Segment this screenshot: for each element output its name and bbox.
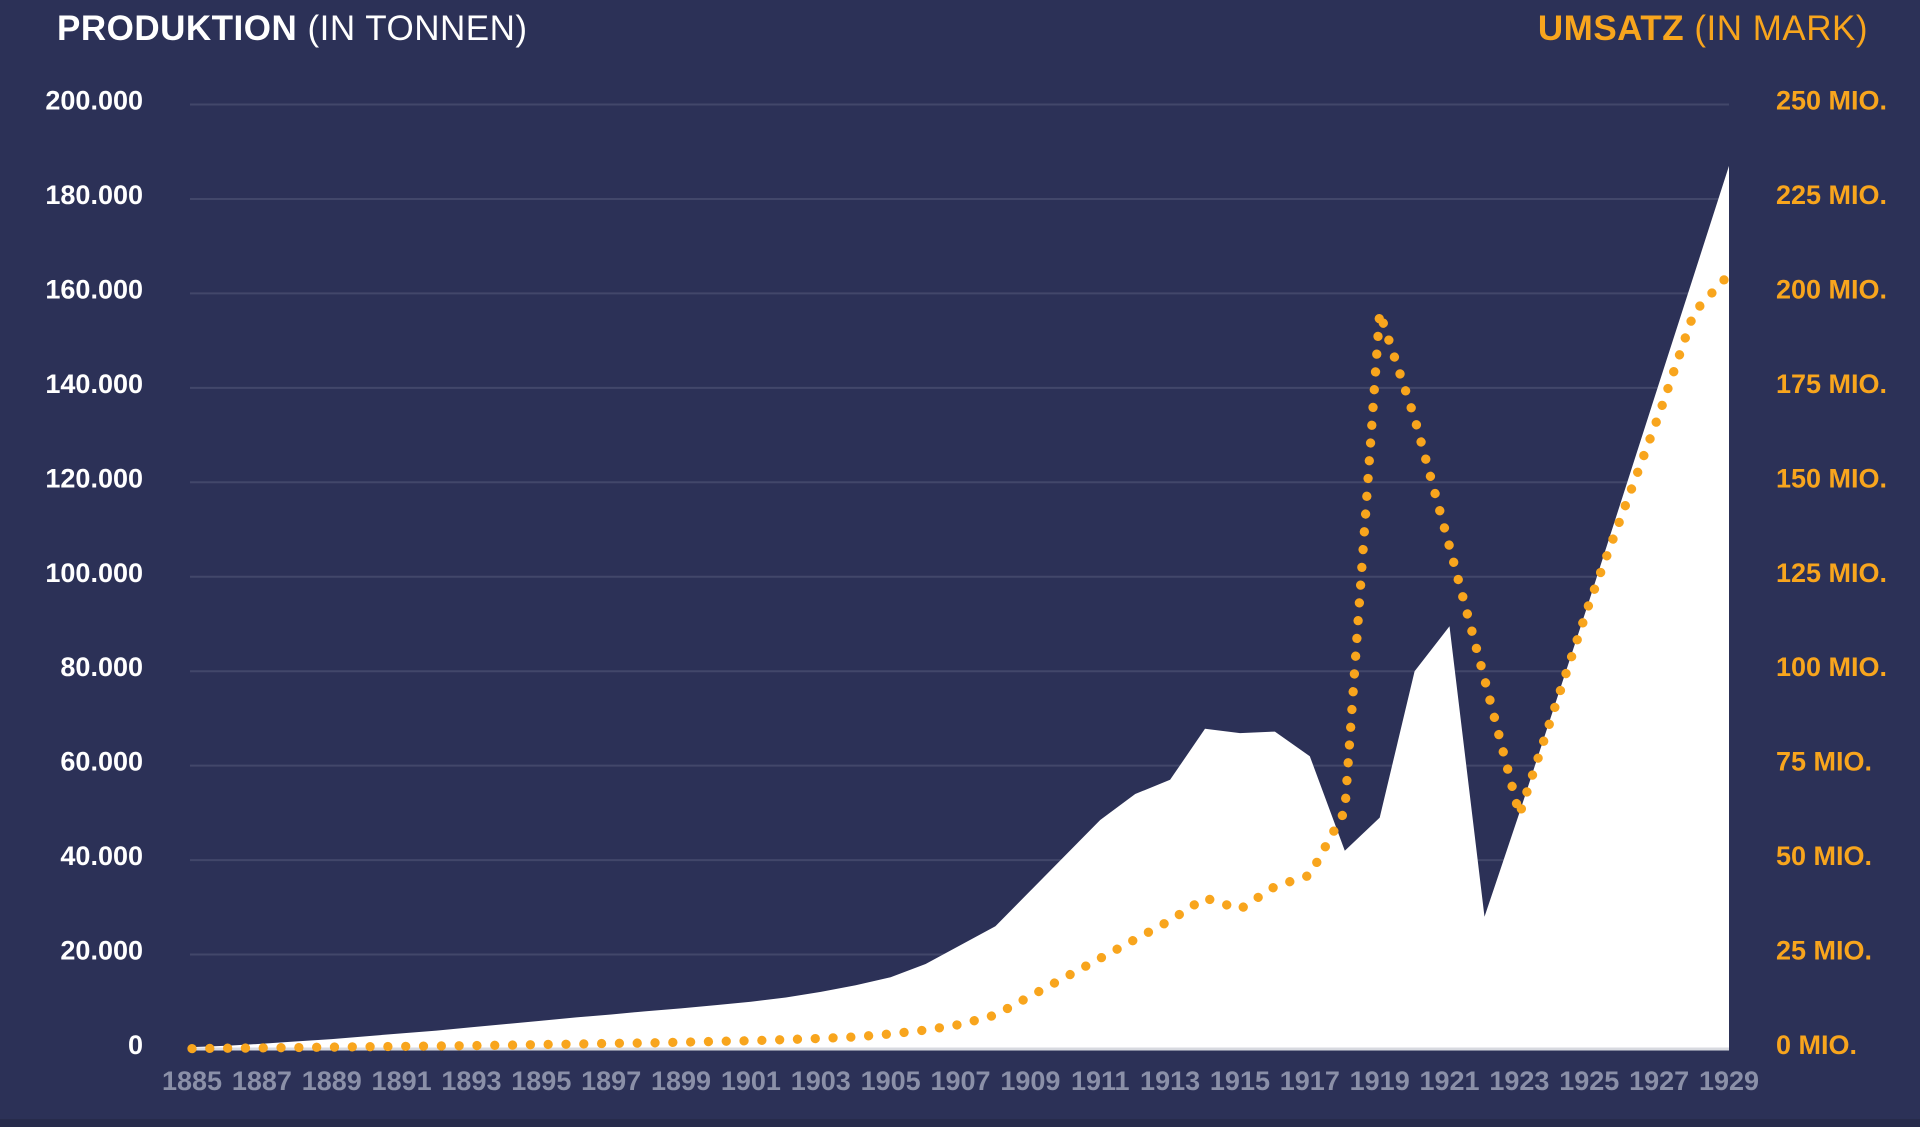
x-axis-year-label: 1889 <box>302 1066 362 1096</box>
revenue-dotted-series <box>187 269 1734 1054</box>
right-axis-title: UMSATZ (IN MARK) <box>1537 9 1868 49</box>
left-axis-title-name: PRODUKTION <box>57 9 298 48</box>
right-axis-tick-label: 200 MIO. <box>1776 274 1887 304</box>
x-axis-year-label: 1915 <box>1210 1066 1270 1096</box>
right-axis-tick-label: 0 MIO. <box>1776 1030 1857 1060</box>
x-axis-year-label: 1903 <box>791 1066 851 1096</box>
x-axis-year-label: 1887 <box>232 1066 292 1096</box>
right-axis-tick-label: 100 MIO. <box>1776 652 1887 682</box>
right-axis-tick-label: 175 MIO. <box>1776 369 1887 399</box>
right-axis-tick-label: 250 MIO. <box>1776 86 1887 116</box>
right-axis-tick-label: 50 MIO. <box>1776 841 1872 871</box>
x-axis-year-label: 1921 <box>1420 1066 1480 1096</box>
right-axis-tick-label: 25 MIO. <box>1776 936 1872 966</box>
production-area-series <box>192 165 1729 1049</box>
footer-band <box>0 1119 1920 1127</box>
left-axis-tick-label: 40.000 <box>60 841 143 871</box>
x-axis-year-label: 1905 <box>861 1066 921 1096</box>
x-axis-year-label: 1929 <box>1699 1066 1759 1096</box>
x-axis-year-label: 1919 <box>1350 1066 1410 1096</box>
right-axis-tick-label: 125 MIO. <box>1776 558 1887 588</box>
left-axis-tick-label: 20.000 <box>60 936 143 966</box>
right-axis-tick-label: 150 MIO. <box>1776 463 1887 493</box>
left-axis-tick-label: 160.000 <box>45 274 143 304</box>
right-axis-tick-label: 225 MIO. <box>1776 180 1887 210</box>
x-axis-year-label: 1909 <box>1000 1066 1060 1096</box>
x-axis-year-label: 1885 <box>162 1066 222 1096</box>
x-axis-year-label: 1913 <box>1140 1066 1200 1096</box>
x-axis-year-label: 1911 <box>1071 1066 1130 1096</box>
x-axis-year-label: 1895 <box>511 1066 571 1096</box>
right-axis-tick-label: 75 MIO. <box>1776 747 1872 777</box>
x-axis-year-label: 1923 <box>1489 1066 1549 1096</box>
left-axis-tick-label: 80.000 <box>60 652 143 682</box>
left-axis-tick-label: 200.000 <box>45 86 143 116</box>
left-axis-tick-label: 180.000 <box>45 180 143 210</box>
left-axis-tick-label: 0 <box>128 1030 143 1060</box>
x-axis-year-label: 1917 <box>1280 1066 1340 1096</box>
x-axis-year-label: 1893 <box>441 1066 501 1096</box>
x-axis-year-label: 1901 <box>721 1066 781 1096</box>
x-axis-year-label: 1891 <box>372 1066 432 1096</box>
x-axis-year-label: 1897 <box>581 1066 641 1096</box>
left-axis-tick-label: 120.000 <box>45 463 143 493</box>
left-axis-title: PRODUKTION (IN TONNEN) <box>57 9 528 49</box>
right-axis-title-unit: (IN MARK) <box>1684 9 1868 48</box>
left-axis-tick-label: 60.000 <box>60 747 143 777</box>
right-axis-title-name: UMSATZ <box>1537 9 1685 48</box>
left-axis-tick-label: 140.000 <box>45 369 143 399</box>
left-axis-title-unit: (IN TONNEN) <box>297 9 528 48</box>
x-axis-year-label: 1899 <box>651 1066 711 1096</box>
x-axis-year-label: 1927 <box>1629 1066 1689 1096</box>
left-axis-tick-label: 100.000 <box>45 558 143 588</box>
x-axis-year-label: 1925 <box>1559 1066 1619 1096</box>
x-axis-year-label: 1907 <box>930 1066 990 1096</box>
